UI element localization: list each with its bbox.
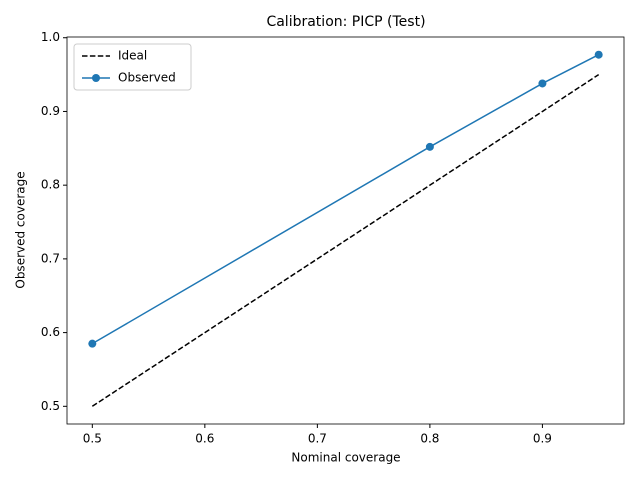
legend-marker — [92, 74, 100, 82]
y-axis-label: Observed coverage — [14, 171, 28, 288]
y-tick-label: 0.6 — [41, 325, 60, 339]
y-tick-label: 0.8 — [41, 178, 60, 192]
legend-label: Observed — [118, 71, 176, 85]
series-line — [91, 73, 600, 407]
series-line — [91, 54, 600, 345]
x-tick-label: 0.5 — [83, 432, 102, 446]
y-tick-label: 0.9 — [41, 104, 60, 118]
x-tick-label: 0.8 — [420, 432, 439, 446]
x-tick-label: 0.7 — [308, 432, 327, 446]
x-axis-label: Nominal coverage — [291, 451, 400, 465]
data-point — [425, 142, 434, 151]
y-tick-label: 0.5 — [41, 399, 60, 413]
chart-title: Calibration: PICP (Test) — [266, 14, 425, 30]
y-tick-label: 0.7 — [41, 251, 60, 265]
data-point — [538, 79, 547, 88]
y-tick-label: 1.0 — [41, 30, 60, 44]
x-tick-label: 0.9 — [533, 432, 552, 446]
data-point — [88, 339, 97, 348]
data-point — [594, 50, 603, 59]
legend-label: Ideal — [118, 49, 147, 63]
plot-frame — [66, 36, 625, 425]
x-tick-label: 0.6 — [195, 432, 214, 446]
